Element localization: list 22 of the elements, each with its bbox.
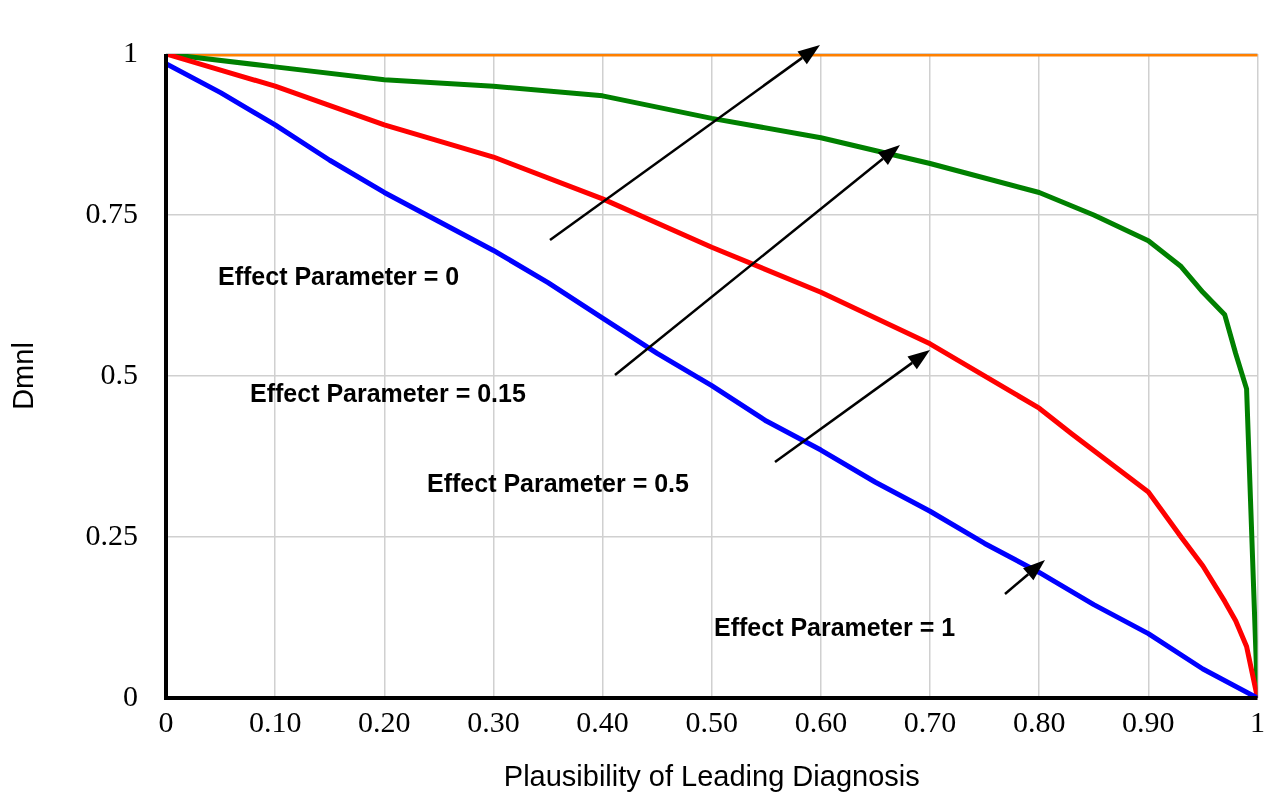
y-tick-label: 0.75 <box>85 195 138 229</box>
x-tick-label: 0.90 <box>1122 704 1175 738</box>
annotation: Effect Parameter = 0 <box>218 262 460 291</box>
x-tick-label: 0 <box>158 704 174 738</box>
annotation: Effect Parameter = 0.5 <box>427 469 689 498</box>
annotation: Effect Parameter = 1 <box>714 613 956 642</box>
x-tick-label: 0.80 <box>1012 704 1066 738</box>
y-tick-label: 0.25 <box>85 517 138 551</box>
x-tick-label: 0.40 <box>576 704 629 738</box>
y-tick-label: 0.5 <box>100 356 138 390</box>
x-tick-label: 1 <box>1250 704 1265 738</box>
y-axis-title: Dmnl <box>7 342 40 410</box>
x-tick-label: 0.70 <box>903 704 957 738</box>
annotation: Effect Parameter = 0.15 <box>250 379 526 408</box>
x-tick-label: 0.60 <box>794 704 848 738</box>
x-tick-label: 0.50 <box>685 704 738 738</box>
y-tick-label: 1 <box>123 34 138 68</box>
x-tick-label: 0.20 <box>358 704 411 738</box>
y-tick-label: 0 <box>123 678 138 712</box>
x-tick-label: 0.30 <box>467 704 520 738</box>
x-axis-title: Plausibility of Leading Diagnosis <box>503 759 920 792</box>
x-tick-label: 0.10 <box>248 704 302 738</box>
